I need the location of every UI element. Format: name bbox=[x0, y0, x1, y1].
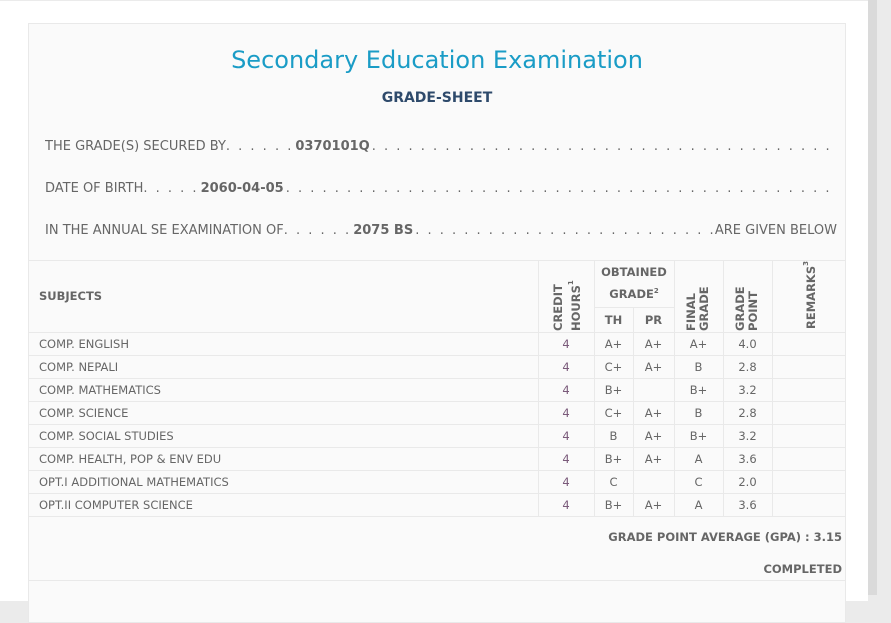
table-row: COMP. NEPALI 4 C+ A+ B 2.8 bbox=[29, 354, 846, 379]
final-grade-cell: C bbox=[673, 469, 724, 494]
th-grade-cell: B+ bbox=[593, 377, 634, 402]
credit-cell: 4 bbox=[537, 469, 595, 494]
subject-cell: COMP. SOCIAL STUDIES bbox=[29, 423, 539, 448]
pr-grade-cell: A+ bbox=[632, 400, 675, 425]
subject-cell: OPT.II COMPUTER SCIENCE bbox=[29, 492, 539, 517]
credit-cell: 4 bbox=[537, 331, 595, 356]
result-status: COMPLETED bbox=[763, 562, 842, 576]
th-grade-cell: B+ bbox=[593, 446, 634, 471]
remarks-cell bbox=[771, 400, 846, 425]
table-row: COMP. HEALTH, POP & ENV EDU 4 B+ A+ A 3.6 bbox=[29, 446, 846, 471]
subject-cell: COMP. HEALTH, POP & ENV EDU bbox=[29, 446, 539, 471]
remarks-cell bbox=[771, 446, 846, 471]
exam-line: IN THE ANNUAL SE EXAMINATION OF . . . . … bbox=[45, 223, 837, 238]
final-grade-cell: B+ bbox=[673, 423, 724, 448]
pr-grade-cell bbox=[632, 377, 675, 402]
dob-line: DATE OF BIRTH . . . . . 2060-04-05. . . … bbox=[45, 181, 837, 196]
th-grade-cell: C bbox=[593, 469, 634, 494]
exam-suffix: ARE GIVEN BELOW bbox=[714, 223, 837, 238]
final-grade-cell: B bbox=[673, 400, 724, 425]
final-grade-cell: B+ bbox=[673, 377, 724, 402]
header-th: TH bbox=[593, 306, 634, 333]
pr-grade-cell: A+ bbox=[632, 331, 675, 356]
divider bbox=[29, 580, 846, 581]
header-pr: PR bbox=[632, 306, 675, 333]
th-grade-cell: B+ bbox=[593, 492, 634, 517]
pr-grade-cell bbox=[632, 469, 675, 494]
grade-sheet: Secondary Education Examination GRADE-SH… bbox=[28, 23, 846, 623]
remarks-cell bbox=[771, 469, 846, 494]
table-row: COMP. SCIENCE 4 C+ A+ B 2.8 bbox=[29, 400, 846, 425]
subject-cell: COMP. MATHEMATICS bbox=[29, 377, 539, 402]
header-obtained-grade: OBTAINED GRADE2 bbox=[593, 260, 675, 308]
pr-grade-cell: A+ bbox=[632, 423, 675, 448]
remarks-cell bbox=[771, 377, 846, 402]
credit-cell: 4 bbox=[537, 423, 595, 448]
grades-table: SUBJECTS CREDIT HOURS1 OBTAINED GRADE2 F… bbox=[29, 260, 846, 517]
header-credit-hours: CREDIT HOURS1 bbox=[537, 260, 595, 333]
exam-title: Secondary Education Examination bbox=[231, 46, 643, 74]
table-row: COMP. MATHEMATICS 4 B+ B+ 3.2 bbox=[29, 377, 846, 402]
grade-point-cell: 2.8 bbox=[722, 354, 773, 379]
grade-point-cell: 3.6 bbox=[722, 446, 773, 471]
subject-cell: COMP. SCIENCE bbox=[29, 400, 539, 425]
credit-cell: 4 bbox=[537, 400, 595, 425]
grade-point-cell: 3.2 bbox=[722, 377, 773, 402]
th-grade-cell: C+ bbox=[593, 400, 634, 425]
remarks-cell bbox=[771, 331, 846, 356]
final-grade-cell: A+ bbox=[673, 331, 724, 356]
final-grade-cell: B bbox=[673, 354, 724, 379]
grade-point-cell: 2.0 bbox=[722, 469, 773, 494]
subject-cell: COMP. NEPALI bbox=[29, 354, 539, 379]
remarks-cell bbox=[771, 423, 846, 448]
dob-value: 2060-04-05 bbox=[200, 181, 284, 196]
credit-cell: 4 bbox=[537, 446, 595, 471]
sheet-subtitle: GRADE-SHEET bbox=[381, 90, 493, 106]
secured-by-label: THE GRADE(S) SECURED BY bbox=[45, 139, 226, 154]
symbol-number: 0370101Q bbox=[295, 139, 370, 154]
remarks-cell bbox=[771, 354, 846, 379]
pr-grade-cell: A+ bbox=[632, 446, 675, 471]
dob-label: DATE OF BIRTH bbox=[45, 181, 144, 196]
credit-cell: 4 bbox=[537, 377, 595, 402]
grade-point-cell: 4.0 bbox=[722, 331, 773, 356]
table-row: OPT.II COMPUTER SCIENCE 4 B+ A+ A 3.6 bbox=[29, 492, 846, 517]
grade-point-cell: 3.2 bbox=[722, 423, 773, 448]
exam-label: IN THE ANNUAL SE EXAMINATION OF bbox=[45, 223, 284, 238]
final-grade-cell: A bbox=[673, 492, 724, 517]
th-grade-cell: C+ bbox=[593, 354, 634, 379]
gpa: GRADE POINT AVERAGE (GPA) : 3.15 bbox=[608, 530, 842, 544]
subject-cell: COMP. ENGLISH bbox=[29, 331, 539, 356]
exam-year: 2075 BS bbox=[353, 223, 414, 238]
header-subjects: SUBJECTS bbox=[29, 260, 539, 333]
pr-grade-cell: A+ bbox=[632, 492, 675, 517]
header-grade-point: GRADE POINT bbox=[722, 260, 773, 333]
th-grade-cell: B bbox=[593, 423, 634, 448]
credit-cell: 4 bbox=[537, 492, 595, 517]
subject-cell: OPT.I ADDITIONAL MATHEMATICS bbox=[29, 469, 539, 494]
grade-point-cell: 3.6 bbox=[722, 492, 773, 517]
final-grade-cell: A bbox=[673, 446, 724, 471]
table-row: COMP. SOCIAL STUDIES 4 B A+ B+ 3.2 bbox=[29, 423, 846, 448]
grade-point-cell: 2.8 bbox=[722, 400, 773, 425]
remarks-cell bbox=[771, 492, 846, 517]
credit-cell: 4 bbox=[537, 354, 595, 379]
scrollbar[interactable] bbox=[868, 0, 877, 595]
header-final-grade: FINAL GRADE bbox=[673, 260, 724, 333]
pr-grade-cell: A+ bbox=[632, 354, 675, 379]
th-grade-cell: A+ bbox=[593, 331, 634, 356]
table-row: COMP. ENGLISH 4 A+ A+ A+ 4.0 bbox=[29, 331, 846, 356]
table-row: OPT.I ADDITIONAL MATHEMATICS 4 C C 2.0 bbox=[29, 469, 846, 494]
secured-by-line: THE GRADE(S) SECURED BY . . . . . . 0370… bbox=[45, 139, 837, 154]
header-remarks: REMARKS3 bbox=[771, 260, 846, 333]
